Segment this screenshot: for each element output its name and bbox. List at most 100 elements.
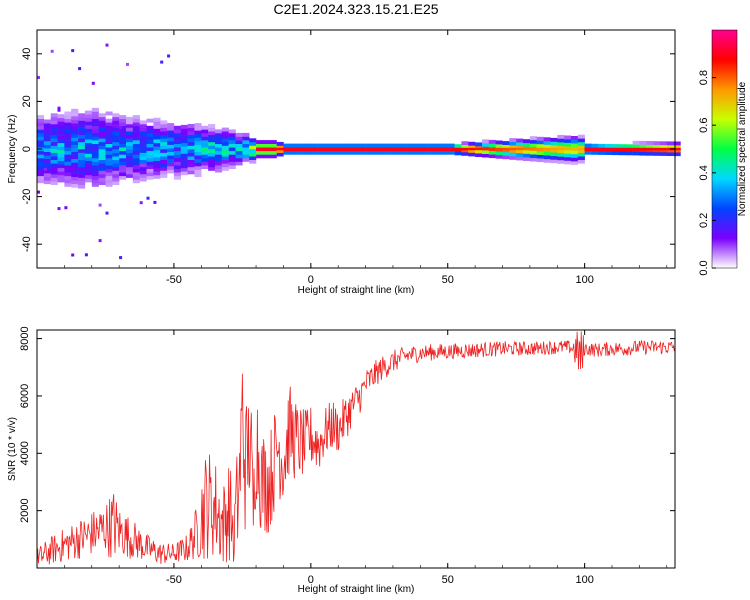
heatmap-ridge-cell	[304, 147, 312, 151]
heatmap-cell	[208, 138, 216, 143]
heatmap-cell	[160, 170, 168, 175]
heatmap-cell	[215, 140, 223, 144]
heatmap-cell	[434, 143, 442, 148]
heatmap-cell	[112, 166, 120, 171]
heatmap-ridge-cell	[523, 147, 531, 151]
heatmap-cell	[146, 165, 154, 169]
heatmap-cell	[57, 121, 65, 126]
heatmap-cell	[50, 134, 58, 139]
heatmap-cell	[447, 150, 455, 155]
heatmap-cell	[208, 134, 216, 139]
heatmap-cell	[249, 152, 257, 157]
heatmap-cell	[132, 157, 140, 162]
heatmap-cell	[173, 150, 181, 155]
heatmap-cell	[242, 154, 250, 159]
heatmap-cell	[139, 134, 147, 139]
heatmap-cell	[57, 178, 65, 183]
heatmap-cell	[139, 159, 147, 164]
heatmap-cell	[160, 156, 168, 160]
heatmap-cell	[187, 127, 195, 132]
heatmap-cell	[98, 177, 106, 182]
heatmap-cell	[98, 166, 106, 171]
heatmap-cell	[43, 151, 51, 156]
heatmap-cell	[91, 125, 99, 130]
heatmap-cell	[167, 137, 175, 142]
x-tick-label: 50	[442, 574, 454, 586]
heatmap-cell	[64, 165, 72, 169]
heatmap-cell	[146, 161, 154, 166]
heatmap-cell	[119, 172, 127, 177]
heatmap-cell	[221, 149, 229, 153]
heatmap-cell	[194, 162, 202, 167]
heatmap-cell	[43, 137, 51, 142]
heatmap-cell	[167, 141, 175, 145]
heatmap-cell	[50, 166, 58, 171]
heatmap-cell	[509, 138, 517, 142]
heatmap-ridge-cell	[276, 147, 284, 151]
snr-x-label: Height of straight line (km)	[298, 584, 415, 595]
heatmap-cell	[160, 120, 168, 125]
heatmap-cell	[502, 151, 510, 156]
heatmap-cell	[112, 177, 120, 182]
heatmap-ridge-cell	[488, 147, 496, 151]
heatmap-cell	[304, 150, 312, 155]
heatmap-cell	[71, 155, 79, 160]
heatmap-cell	[146, 140, 154, 144]
heatmap-cell	[228, 132, 236, 137]
heatmap-cell	[43, 176, 51, 181]
heatmap-cell	[345, 150, 353, 155]
heatmap-cell	[249, 138, 257, 143]
heatmap-cell	[91, 115, 99, 119]
heatmap-cell	[105, 182, 113, 187]
heatmap-cell	[64, 168, 72, 173]
heatmap-cell	[536, 154, 544, 159]
heatmap-cell	[146, 136, 154, 141]
heatmap-noise-cell	[84, 253, 88, 257]
heatmap-ridge-cell	[297, 147, 305, 151]
heatmap-cell	[153, 139, 161, 144]
heatmap-cell	[529, 143, 537, 148]
heatmap-cell	[488, 150, 496, 155]
heatmap-cell	[180, 171, 188, 176]
heatmap-cell	[78, 152, 86, 157]
heatmap-cell	[509, 152, 517, 157]
heatmap-cell	[523, 157, 531, 161]
heatmap-cell	[516, 149, 524, 154]
heatmap-cell	[91, 182, 99, 187]
heatmap-cell	[57, 149, 65, 154]
heatmap-cell	[454, 144, 462, 149]
heatmap-cell	[112, 159, 120, 164]
heatmap-cell	[112, 116, 120, 121]
heatmap-cell	[43, 169, 51, 174]
heatmap-cell	[516, 138, 524, 143]
heatmap-cell	[468, 145, 476, 150]
heatmap-ridge-cell	[331, 147, 339, 151]
heatmap-cell	[235, 140, 243, 144]
heatmap-cell	[256, 140, 264, 144]
y-tick-label: 8000	[19, 326, 31, 350]
heatmap-cell	[50, 120, 58, 125]
heatmap-cell	[43, 162, 51, 167]
heatmap-cell	[256, 143, 264, 148]
heatmap-cell	[57, 146, 65, 151]
heatmap-ridge-cell	[420, 147, 428, 151]
heatmap-cell	[543, 137, 551, 142]
heatmap-cell	[413, 150, 421, 155]
heatmap-cell	[235, 147, 243, 152]
heatmap-ridge-cell	[543, 147, 551, 151]
heatmap-cell	[208, 156, 216, 160]
heatmap-cell	[167, 151, 175, 156]
spectrogram-ticks: -50 0 50 100 -40 -20 0 20 40	[21, 30, 675, 286]
heatmap-cell	[215, 132, 223, 137]
heatmap-cell	[187, 166, 195, 171]
heatmap-cell	[71, 108, 79, 113]
heatmap-cell	[529, 154, 537, 158]
heatmap-cell	[269, 143, 277, 148]
heatmap-cell	[78, 163, 86, 168]
heatmap-cell	[160, 174, 168, 178]
heatmap-cell	[105, 168, 113, 173]
heatmap-cell	[406, 143, 414, 148]
heatmap-cell	[673, 148, 681, 153]
heatmap-cell	[153, 124, 161, 129]
heatmap-cell	[536, 140, 544, 145]
